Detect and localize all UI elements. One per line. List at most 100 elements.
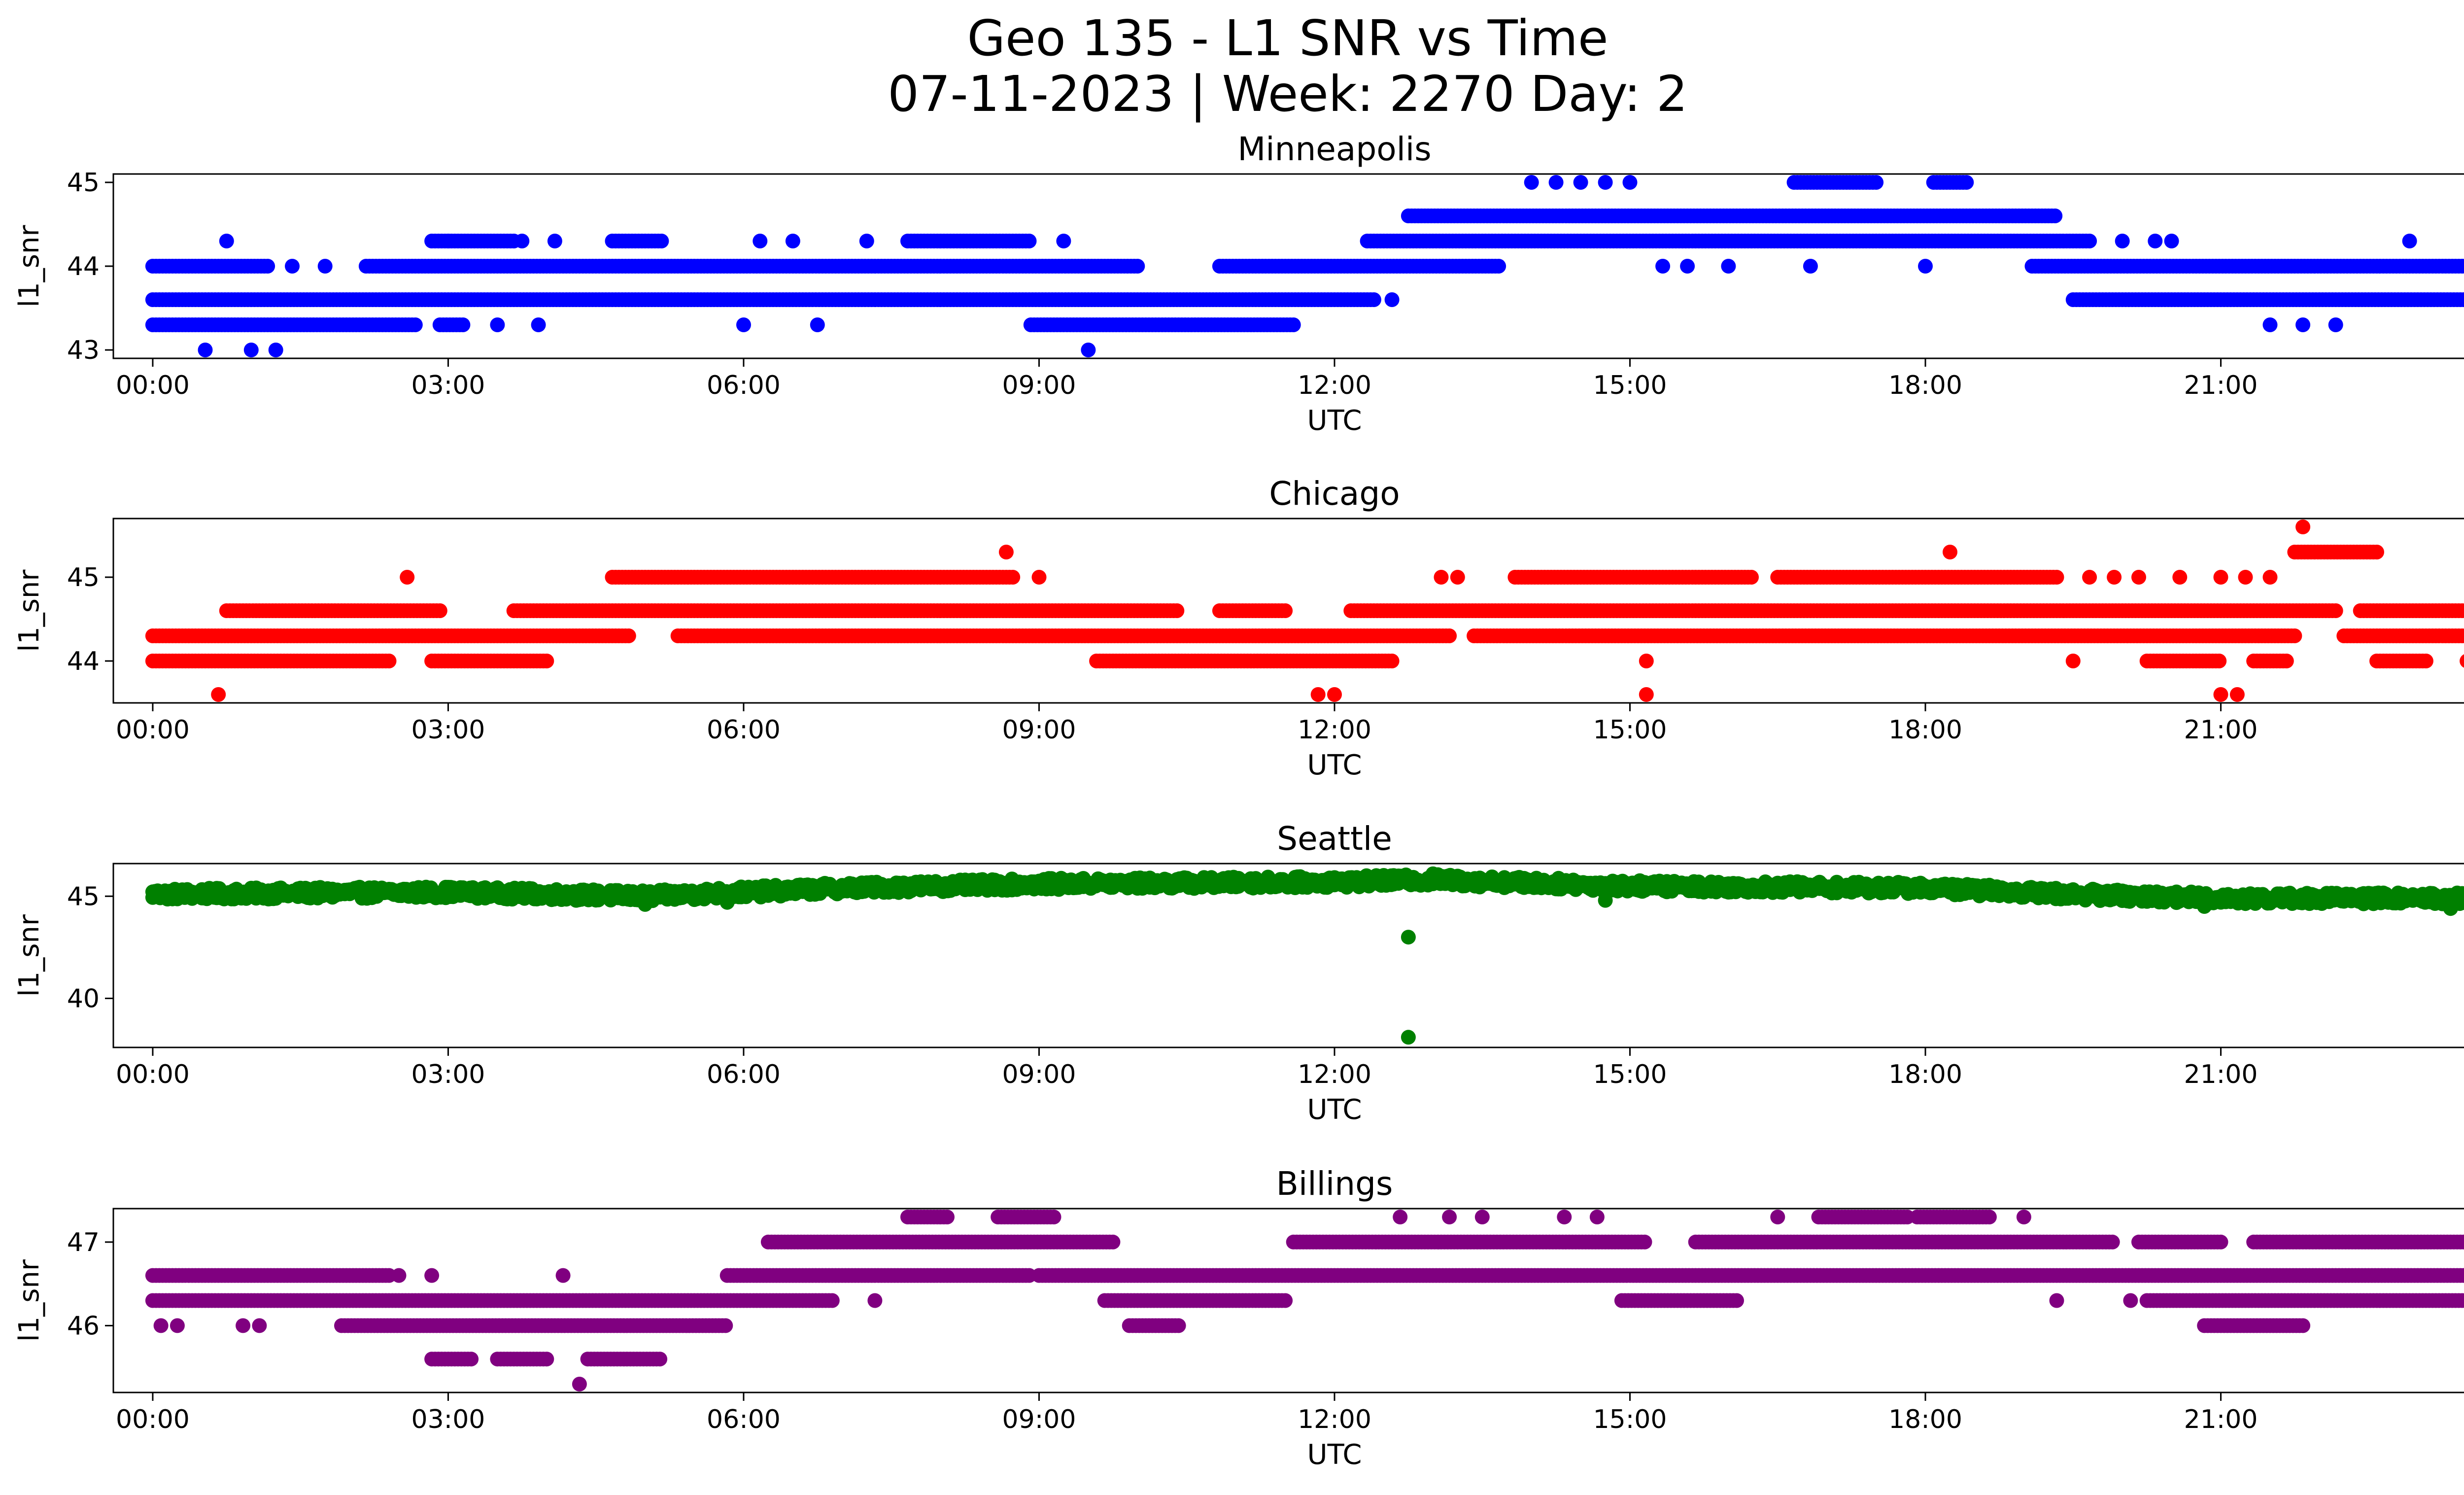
x-tick-label: 06:00 xyxy=(707,371,781,400)
data-point xyxy=(2463,657,2464,665)
data-point xyxy=(1434,570,1449,585)
data-point xyxy=(285,259,300,274)
x-tick-label: 06:00 xyxy=(707,715,781,745)
data-point xyxy=(2049,570,2064,585)
data-point xyxy=(1169,603,1185,618)
x-tick-label: 21:00 xyxy=(2184,371,2258,400)
data-point xyxy=(785,234,800,248)
x-tick-label: 00:00 xyxy=(116,715,190,745)
data-point xyxy=(2262,317,2278,332)
data-point xyxy=(2213,570,2228,585)
figure-title-line-1: Geo 135 - L1 SNR vs Time xyxy=(967,9,1608,67)
data-point xyxy=(859,234,874,248)
data-point xyxy=(317,259,333,274)
subplot-title: Chicago xyxy=(1269,475,1400,513)
data-point xyxy=(2295,317,2311,332)
data-point xyxy=(1548,175,1564,190)
x-tick-label: 00:00 xyxy=(116,371,190,400)
data-point xyxy=(381,654,397,668)
data-point xyxy=(1744,570,1759,585)
x-tick-label: 09:00 xyxy=(1002,715,1076,745)
subplot-title: Seattle xyxy=(1277,820,1392,858)
data-point xyxy=(539,654,554,668)
data-point xyxy=(260,259,275,274)
data-point xyxy=(1366,292,1381,307)
data-points xyxy=(145,520,2464,702)
y-tick-label: 44 xyxy=(67,647,100,676)
data-point xyxy=(490,317,505,332)
data-point xyxy=(1622,175,1638,190)
y-tick-label: 43 xyxy=(67,336,100,365)
data-points xyxy=(145,175,2464,357)
data-point xyxy=(621,628,636,643)
data-point xyxy=(2328,603,2343,618)
data-point xyxy=(441,234,456,248)
x-axis-label: UTC xyxy=(1307,749,1362,781)
data-point xyxy=(753,234,768,248)
figure-title-line-2: 07-11-2023 | Week: 2270 Day: 2 xyxy=(888,65,1687,123)
data-point xyxy=(1959,175,1974,190)
data-point xyxy=(2082,570,2097,585)
data-point xyxy=(1639,687,1654,702)
data-point xyxy=(1031,570,1047,585)
data-point xyxy=(2262,570,2278,585)
x-tick-label: 09:00 xyxy=(1002,371,1076,400)
data-point xyxy=(1680,259,1695,274)
data-point xyxy=(198,343,213,357)
data-point xyxy=(2148,234,2163,248)
data-point xyxy=(736,317,751,332)
data-point xyxy=(2461,605,2464,617)
data-point xyxy=(1130,259,1145,274)
x-tick-label: 12:00 xyxy=(1298,371,1371,400)
data-point xyxy=(1327,687,1342,702)
data-point xyxy=(1286,317,1301,332)
data-point xyxy=(2238,570,2253,585)
data-point xyxy=(243,343,259,357)
data-point xyxy=(408,317,423,332)
data-point xyxy=(514,234,530,248)
data-point xyxy=(2131,570,2146,585)
x-tick-label: 03:00 xyxy=(411,371,485,400)
data-point xyxy=(1918,259,1933,274)
data-point xyxy=(1005,570,1021,585)
y-axis-label: l1_snr xyxy=(13,225,45,308)
data-point xyxy=(400,570,415,585)
data-point xyxy=(1450,570,1465,585)
data-point xyxy=(2460,293,2464,307)
data-point xyxy=(268,343,283,357)
data-point xyxy=(1524,175,1539,190)
x-tick-label: 15:00 xyxy=(1593,715,1667,745)
data-point xyxy=(2172,570,2188,585)
data-point xyxy=(2418,654,2433,668)
data-point xyxy=(1598,175,1613,190)
data-point xyxy=(432,603,447,618)
data-point xyxy=(455,317,471,332)
data-point xyxy=(2295,520,2311,534)
data-point xyxy=(2115,234,2130,248)
y-tick-label: 44 xyxy=(67,252,100,281)
data-point xyxy=(2082,234,2097,248)
data-point xyxy=(1384,292,1400,307)
data-point xyxy=(1310,687,1326,702)
data-point xyxy=(2107,570,2122,585)
data-point xyxy=(211,687,226,702)
x-tick-label: 03:00 xyxy=(411,715,485,745)
data-point xyxy=(2279,654,2294,668)
data-point xyxy=(2164,234,2179,248)
data-point xyxy=(2213,687,2228,702)
data-point xyxy=(2463,296,2464,304)
x-tick-label: 21:00 xyxy=(2184,715,2258,745)
data-point xyxy=(810,317,825,332)
data-point xyxy=(2229,687,2245,702)
data-point xyxy=(1803,259,1818,274)
data-point xyxy=(2369,545,2384,559)
data-point xyxy=(1056,234,1071,248)
data-point xyxy=(2461,260,2464,272)
data-point xyxy=(1384,654,1400,668)
data-point xyxy=(531,317,546,332)
